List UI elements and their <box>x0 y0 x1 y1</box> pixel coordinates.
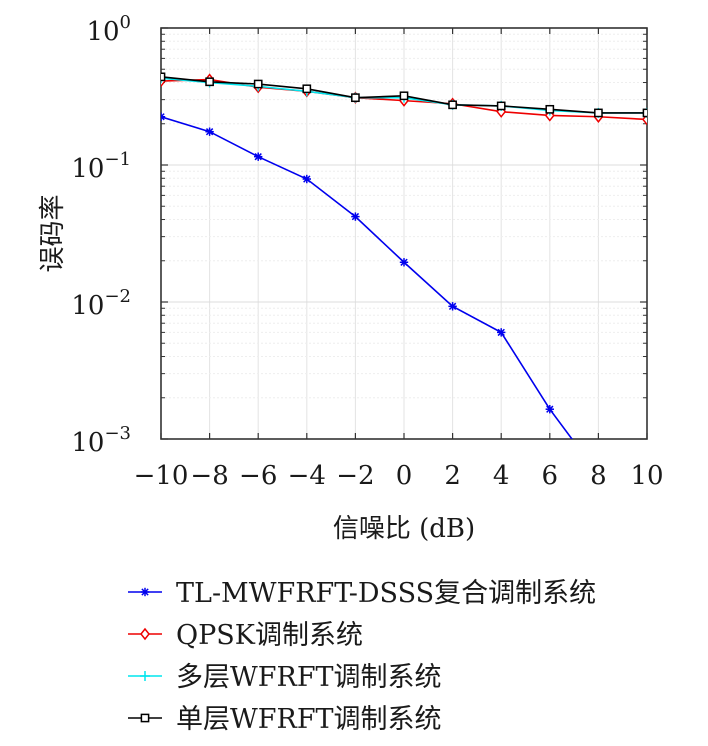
data-point <box>545 405 554 414</box>
x-axis-label: 信噪比 (dB) <box>333 514 475 544</box>
data-point <box>497 328 506 337</box>
legend-marker <box>140 627 150 641</box>
data-point <box>545 104 555 114</box>
legend-item: TL-MWFRFT-DSSS复合调制系统 <box>128 578 596 609</box>
legend-marker <box>140 713 150 723</box>
data-point <box>254 152 263 161</box>
data-point <box>351 93 360 103</box>
data-point <box>161 112 166 121</box>
legend-item: QPSK调制系统 <box>128 620 363 651</box>
y-tick-label: 10−1 <box>71 149 131 184</box>
y-tick-label: 10−3 <box>71 423 131 458</box>
data-point <box>496 101 506 111</box>
data-point <box>302 174 311 184</box>
y-tick-label: 100 <box>86 12 131 47</box>
series-4 <box>161 72 647 118</box>
x-tick-label: −6 <box>239 461 277 491</box>
data-point <box>448 100 457 110</box>
legend-label: 单层WFRFT调制系统 <box>176 704 442 735</box>
data-point <box>205 127 214 136</box>
data-point <box>642 108 647 118</box>
data-point <box>351 212 360 221</box>
data-point <box>594 108 603 118</box>
x-tick-label: −4 <box>288 461 326 491</box>
series-1 <box>161 112 573 439</box>
y-axis: 100 10−1 10−2 10−3 <box>71 12 647 458</box>
legend-marker <box>140 671 150 681</box>
data-point <box>399 91 409 101</box>
y-tick-label: 10−2 <box>71 286 131 321</box>
x-tick-label: 6 <box>542 461 559 491</box>
y-axis-label: 误码率 <box>38 194 68 272</box>
x-tick-label: −8 <box>190 461 228 491</box>
legend-label: 多层WFRFT调制系统 <box>176 662 442 693</box>
x-axis: −10 −8 −6 −4 −2 0 2 4 6 8 10 <box>134 28 664 491</box>
x-tick-label: 0 <box>396 461 413 491</box>
x-tick-label: −10 <box>134 461 189 491</box>
series-line <box>161 115 573 439</box>
x-tick-label: 8 <box>590 461 607 491</box>
series-layer <box>161 72 647 439</box>
legend-label: QPSK调制系统 <box>176 620 363 651</box>
data-point <box>302 84 312 94</box>
x-tick-label: 2 <box>444 461 461 491</box>
x-tick-label: 4 <box>493 461 510 491</box>
data-point <box>399 258 409 267</box>
grid <box>160 28 648 440</box>
x-tick-label: −2 <box>336 461 374 491</box>
data-point <box>448 302 457 311</box>
legend-label: TL-MWFRFT-DSSS复合调制系统 <box>176 578 596 609</box>
data-point <box>205 77 214 87</box>
legend-marker <box>140 587 150 597</box>
x-tick-label: 10 <box>630 461 663 491</box>
legend-item: 多层WFRFT调制系统 <box>128 662 442 693</box>
data-point <box>161 72 166 82</box>
data-point <box>253 79 263 89</box>
legend: TL-MWFRFT-DSSS复合调制系统 QPSK调制系统多层WFRFT调制系统单… <box>128 578 596 735</box>
legend-item: 单层WFRFT调制系统 <box>128 704 442 735</box>
